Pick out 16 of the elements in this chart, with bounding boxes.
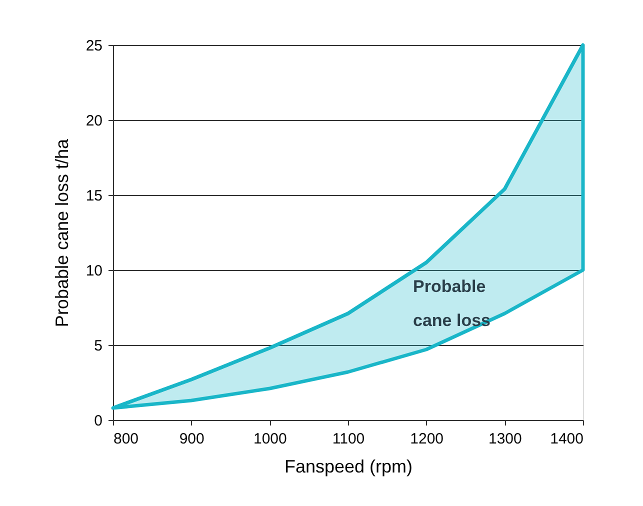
y-tick-label: 5 — [94, 338, 102, 354]
y-tick-label: 20 — [86, 112, 102, 130]
x-tick-label: 1200 — [410, 430, 444, 448]
x-tick-label: 1300 — [488, 430, 522, 448]
x-tick-label: 900 — [179, 430, 204, 448]
y-tick-label: 25 — [86, 38, 102, 54]
x-tick-label: 1000 — [253, 430, 287, 448]
x-tick-label: 800 — [114, 430, 139, 448]
y-tick-label: 15 — [86, 188, 102, 204]
x-axis-title: Fanspeed (rpm) — [284, 456, 413, 476]
y-axis-title: Probable cane loss t/ha — [52, 138, 72, 328]
y-tick-label: 10 — [86, 262, 102, 280]
x-tick-label: 1100 — [332, 430, 365, 448]
annotation: Probable cane loss — [413, 277, 490, 330]
y-tick-label: 0 — [94, 412, 102, 430]
x-tick-label: 1400 — [550, 430, 584, 448]
